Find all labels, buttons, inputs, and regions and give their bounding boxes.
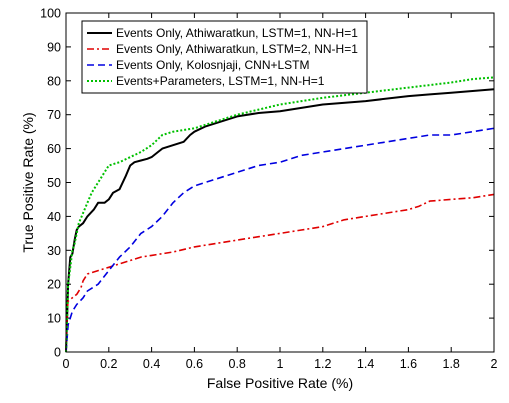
x-tick-label: 1 — [277, 357, 284, 371]
legend-label-3: Events Only, Kolosnjaji, CNN+LSTM — [116, 58, 310, 72]
y-tick-label: 90 — [47, 40, 61, 54]
plot-frame — [65, 12, 495, 353]
x-tick-label: 0.6 — [186, 357, 203, 371]
x-axis-label: False Positive Rate (%) — [207, 375, 353, 391]
y-tick-label: 30 — [47, 244, 61, 258]
x-tick-label: 1.8 — [443, 357, 460, 371]
x-tick-label: 1.2 — [314, 357, 331, 371]
legend-label-4: Events+Parameters, LSTM=1, NN-H=1 — [116, 74, 325, 88]
y-tick-label: 50 — [47, 176, 61, 190]
x-tick-label: 0.4 — [143, 357, 160, 371]
legend-box — [81, 20, 368, 94]
y-tick-label: 40 — [47, 210, 61, 224]
x-tick-label: 0.2 — [100, 357, 117, 371]
y-axis-ticks: 0 10 20 30 40 50 60 70 80 90 100 — [40, 7, 494, 360]
y-tick-label: 0 — [54, 346, 61, 360]
y-tick-label: 60 — [47, 142, 61, 156]
series-line-4 — [65, 76, 495, 353]
series-line-2 — [65, 193, 495, 353]
x-axis-ticks: 0 0.2 0.4 0.6 0.8 1 1.2 1.4 1.6 1.8 2 — [63, 13, 498, 371]
x-tick-label: 0 — [63, 357, 70, 371]
y-tick-label: 80 — [47, 74, 61, 88]
series-line-3 — [65, 127, 495, 353]
series-lines — [65, 76, 495, 353]
x-tick-label: 1.4 — [357, 357, 374, 371]
y-axis-label: True Positive Rate (%) — [20, 112, 36, 252]
legend-label-1: Events Only, Athiwaratkun, LSTM=1, NN-H=… — [116, 26, 358, 40]
y-tick-label: 10 — [47, 312, 61, 326]
legend: Events Only, Athiwaratkun, LSTM=1, NN-H=… — [81, 20, 368, 94]
legend-label-2: Events Only, Athiwaratkun, LSTM=2, NN-H=… — [116, 42, 358, 56]
x-tick-label: 0.8 — [229, 357, 246, 371]
y-tick-label: 100 — [40, 7, 61, 21]
x-tick-label: 2 — [491, 357, 498, 371]
y-tick-label: 20 — [47, 278, 61, 292]
x-tick-label: 1.6 — [400, 357, 417, 371]
y-tick-label: 70 — [47, 108, 61, 122]
series-line-1 — [65, 88, 495, 353]
